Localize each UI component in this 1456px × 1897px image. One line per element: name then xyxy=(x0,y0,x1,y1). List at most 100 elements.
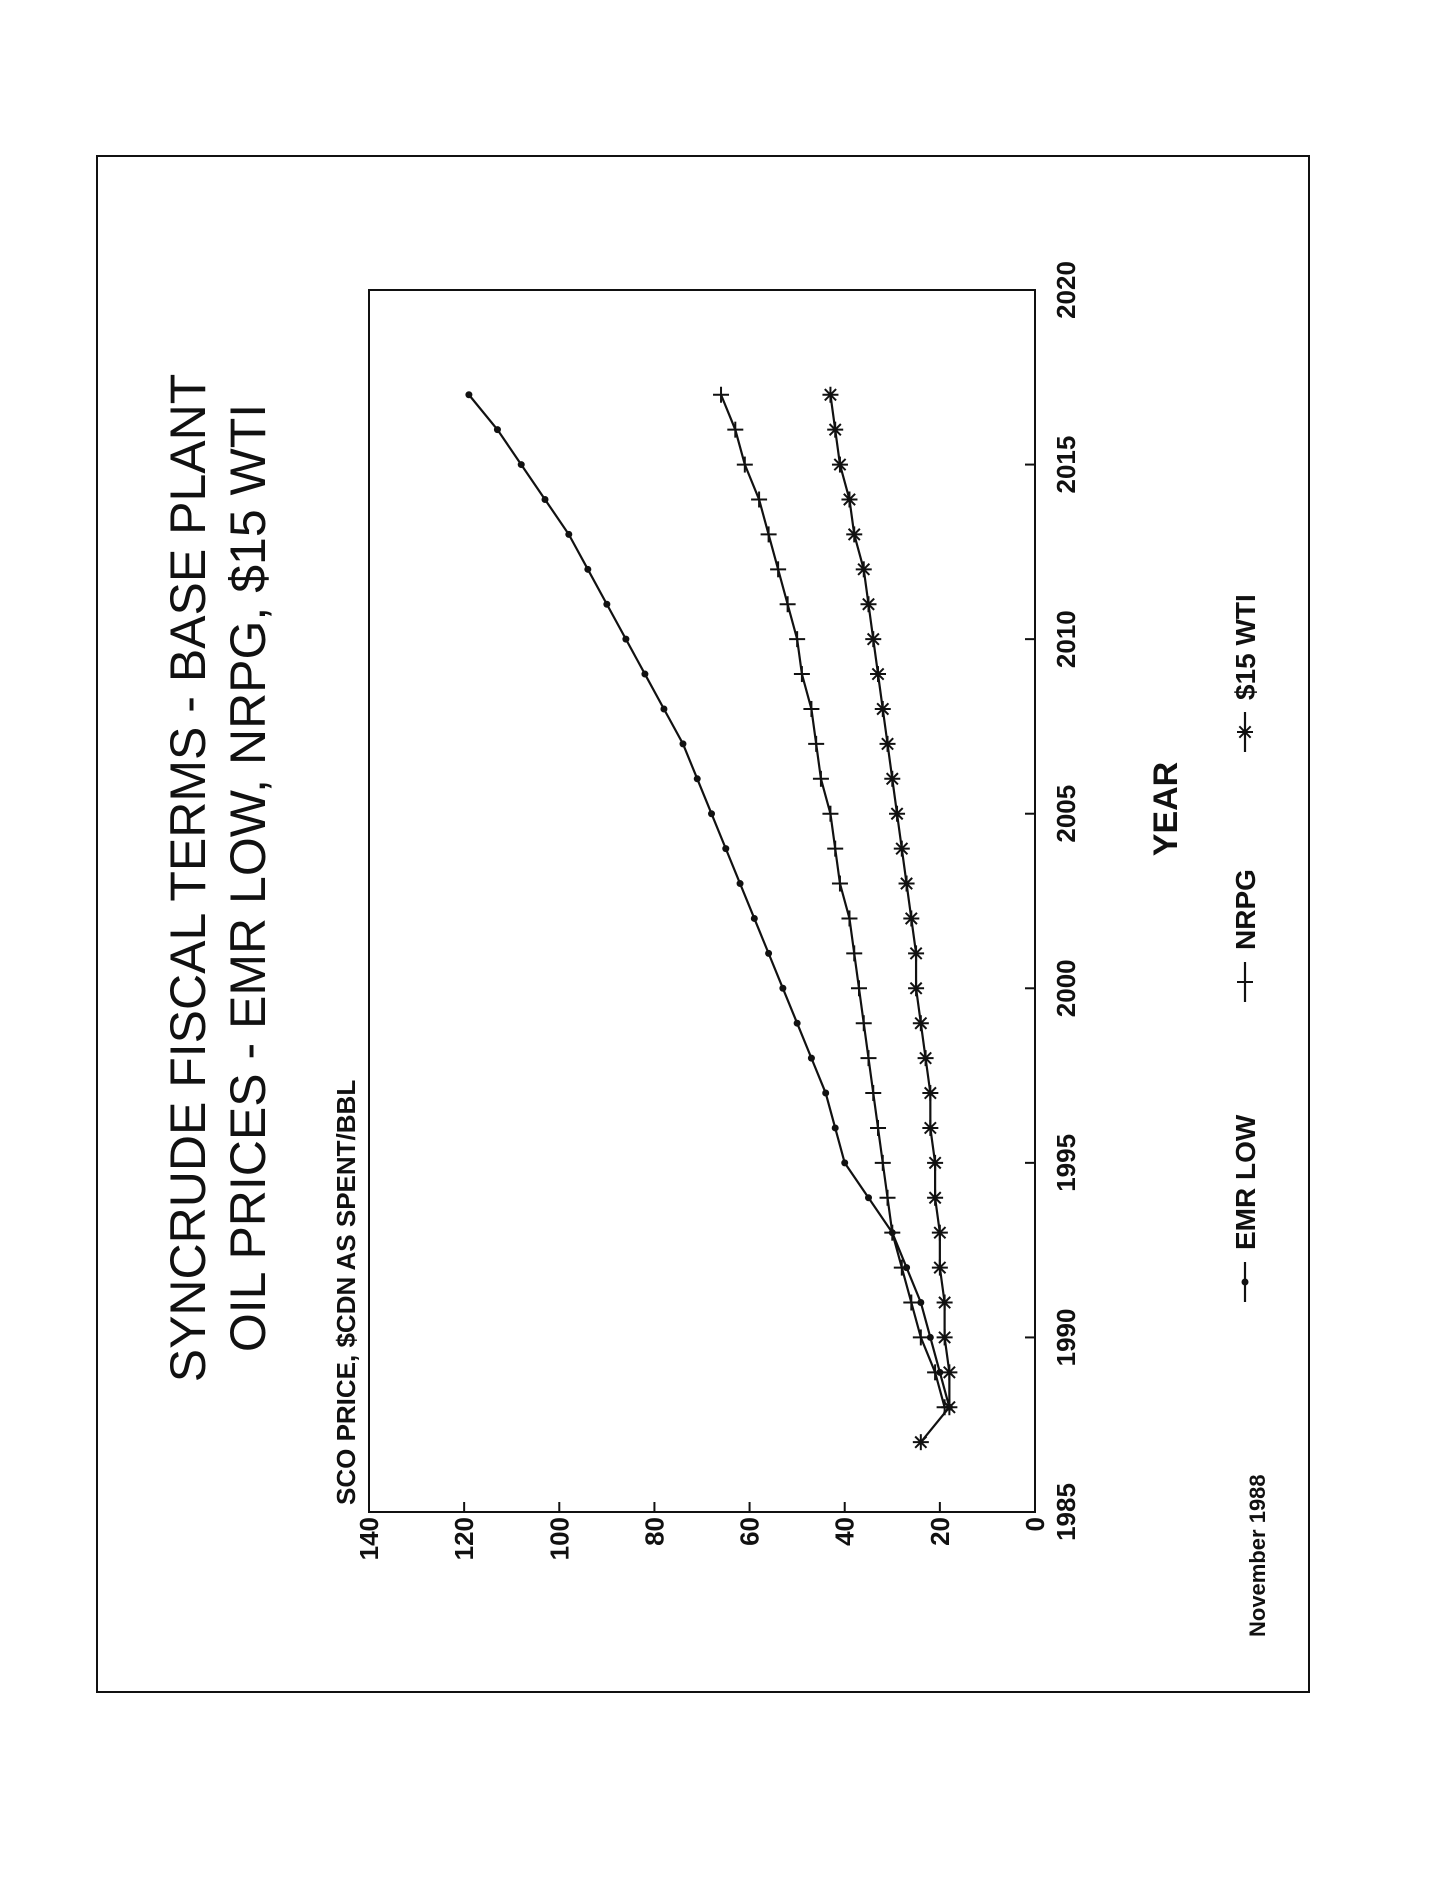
legend-label-nrpg: NRPG xyxy=(1230,869,1261,950)
point-emr-low-2003 xyxy=(736,880,744,888)
point-nrpg-2017 xyxy=(713,386,730,403)
point-nrpg-2005 xyxy=(822,805,839,822)
point-emr-low-1995 xyxy=(841,1159,849,1167)
point-emr-low-1998 xyxy=(807,1054,815,1062)
point-nrpg-1998 xyxy=(860,1050,877,1067)
point-15-wti-1987 xyxy=(912,1434,929,1451)
point-nrpg-1995 xyxy=(874,1154,891,1171)
y-tick-label-120: 120 xyxy=(449,1517,479,1560)
x-tick-label-2000: 2000 xyxy=(1051,959,1081,1017)
point-nrpg-2011 xyxy=(779,596,796,613)
point-15-wti-2003 xyxy=(898,875,915,892)
point-emr-low-2004 xyxy=(722,845,730,853)
point-emr-low-1996 xyxy=(831,1124,839,1132)
point-nrpg-2015 xyxy=(736,456,753,473)
point-nrpg-1990 xyxy=(912,1329,929,1346)
point-15-wti-2005 xyxy=(889,805,906,822)
x-tick-label-2015: 2015 xyxy=(1051,436,1081,494)
point-nrpg-2007 xyxy=(808,735,825,752)
x-tick-label-2010: 2010 xyxy=(1051,610,1081,668)
x-axis: 1985 1990 1995 2000 2005 2010 2015 2020 xyxy=(1025,261,1081,1541)
point-emr-low-1991 xyxy=(917,1299,925,1307)
point-15-wti-2010 xyxy=(865,631,882,648)
point-15-wti-1996 xyxy=(922,1119,939,1136)
point-emr-low-1990 xyxy=(926,1333,934,1341)
point-15-wti-2008 xyxy=(874,700,891,717)
chart-title-line1: SYNCRUDE FISCAL TERMS - BASE PLANT xyxy=(160,374,216,1383)
y-tick-label-60: 60 xyxy=(735,1517,765,1546)
point-emr-low-2007 xyxy=(679,740,687,748)
legend-marker-nrpg xyxy=(1237,974,1253,990)
point-15-wti-1989 xyxy=(941,1364,958,1381)
point-nrpg-1997 xyxy=(865,1085,882,1102)
footer-date: November 1988 xyxy=(1245,1474,1270,1637)
point-15-wti-1998 xyxy=(917,1050,934,1067)
point-nrpg-1989 xyxy=(927,1364,944,1381)
point-emr-low-2016 xyxy=(493,426,501,434)
point-emr-low-2009 xyxy=(641,670,649,678)
point-15-wti-2016 xyxy=(827,421,844,438)
point-15-wti-2000 xyxy=(908,980,925,997)
point-15-wti-2011 xyxy=(860,596,877,613)
point-nrpg-1992 xyxy=(893,1259,910,1276)
point-15-wti-2012 xyxy=(855,561,872,578)
point-nrpg-1991 xyxy=(903,1294,920,1311)
legend-item-emr-low: EMR LOW xyxy=(1230,1114,1261,1302)
point-emr-low-2012 xyxy=(584,565,592,573)
point-15-wti-1991 xyxy=(936,1294,953,1311)
y-tick-label-140: 140 xyxy=(354,1517,384,1560)
point-15-wti-2014 xyxy=(841,491,858,508)
y-axis-label: SCO PRICE, $CDN AS SPENT/BBL xyxy=(331,1080,361,1505)
point-nrpg-2016 xyxy=(727,421,744,438)
point-emr-low-1997 xyxy=(822,1089,830,1097)
point-nrpg-1993 xyxy=(884,1224,901,1241)
point-15-wti-2002 xyxy=(903,910,920,927)
chart-title-line2: OIL PRICES - EMR LOW, NRPG, $15 WTI xyxy=(220,404,276,1352)
point-emr-low-2014 xyxy=(541,495,549,503)
point-emr-low-2000 xyxy=(779,984,787,992)
series-line-nrpg xyxy=(720,394,946,1408)
legend-item-15-wti: $15 WTI xyxy=(1230,594,1261,752)
point-15-wti-1988 xyxy=(941,1399,958,1416)
point-nrpg-2003 xyxy=(831,875,848,892)
y-tick-label-40: 40 xyxy=(830,1517,860,1546)
point-emr-low-2011 xyxy=(603,600,611,608)
point-emr-low-2001 xyxy=(765,949,773,957)
y-tick-label-100: 100 xyxy=(544,1517,574,1560)
point-nrpg-2001 xyxy=(846,945,863,962)
legend: EMR LOW NRPG $15 WTI xyxy=(1230,594,1261,1302)
point-emr-low-2002 xyxy=(750,914,758,922)
point-15-wti-2007 xyxy=(879,735,896,752)
point-nrpg-2013 xyxy=(760,526,777,543)
point-15-wti-1997 xyxy=(922,1085,939,1102)
point-15-wti-1992 xyxy=(931,1259,948,1276)
legend-marker-emr-low xyxy=(1241,1278,1249,1286)
y-axis: 0 20 40 60 80 100 120 140 xyxy=(354,1502,1050,1560)
point-emr-low-1999 xyxy=(793,1019,801,1027)
point-nrpg-1999 xyxy=(855,1015,872,1032)
point-nrpg-1996 xyxy=(870,1119,887,1136)
point-emr-low-2013 xyxy=(565,530,573,538)
point-15-wti-2006 xyxy=(884,770,901,787)
x-tick-label-2020: 2020 xyxy=(1051,261,1081,319)
y-tick-label-20: 20 xyxy=(925,1517,955,1546)
legend-item-nrpg: NRPG xyxy=(1230,869,1261,1002)
point-15-wti-1993 xyxy=(931,1224,948,1241)
point-emr-low-2006 xyxy=(693,775,701,783)
point-15-wti-1999 xyxy=(912,1015,929,1032)
point-emr-low-2015 xyxy=(517,461,525,469)
series-layer xyxy=(465,386,958,1451)
point-15-wti-2013 xyxy=(846,526,863,543)
point-nrpg-2002 xyxy=(841,910,858,927)
point-15-wti-2015 xyxy=(831,456,848,473)
point-nrpg-2000 xyxy=(850,980,867,997)
point-15-wti-2004 xyxy=(893,840,910,857)
point-nrpg-2010 xyxy=(789,631,806,648)
legend-label-emr-low: EMR LOW xyxy=(1230,1114,1261,1250)
point-nrpg-2009 xyxy=(793,666,810,683)
x-tick-label-1990: 1990 xyxy=(1051,1309,1081,1367)
point-nrpg-2006 xyxy=(812,770,829,787)
point-15-wti-1995 xyxy=(927,1154,944,1171)
point-15-wti-2009 xyxy=(870,666,887,683)
